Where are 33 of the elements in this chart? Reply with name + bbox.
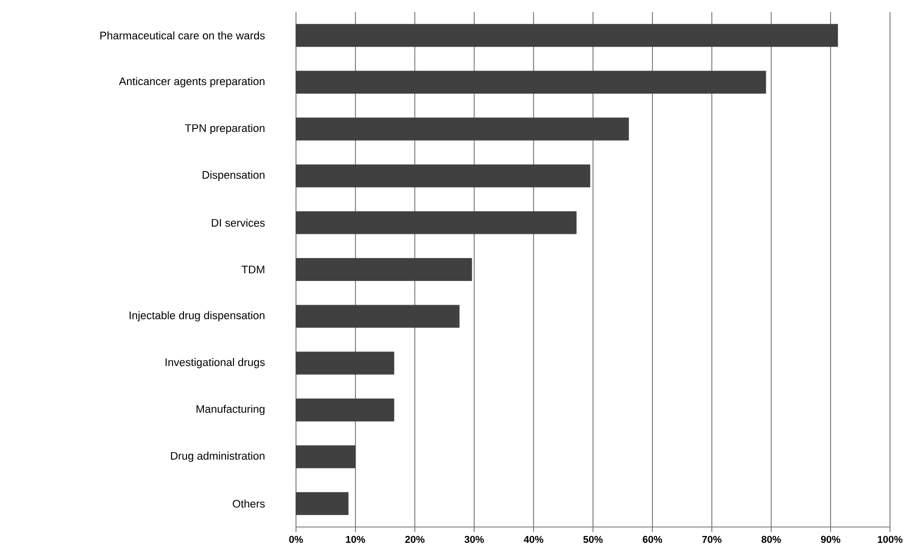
bar	[296, 118, 629, 140]
x-tick-label: 30%	[464, 536, 484, 543]
bar	[296, 445, 356, 468]
x-tick-label: 60%	[642, 536, 662, 543]
x-tick-label: 50%	[583, 536, 603, 543]
bar	[296, 258, 472, 281]
bar	[296, 492, 348, 516]
y-tick-label: Pharmaceutical care on the wards	[100, 31, 265, 40]
y-tick-label: TDM	[242, 266, 264, 274]
x-tick-label: 90%	[820, 536, 840, 543]
x-tick-label: 40%	[524, 536, 544, 543]
x-tick-label: 100%	[878, 536, 902, 543]
x-tick-label: 10%	[346, 536, 366, 543]
y-tick-label: Manufacturing	[196, 404, 264, 416]
y-tick-label: Dispensation	[202, 170, 264, 181]
x-tick-label: 80%	[762, 536, 781, 543]
y-tick-label: Others	[232, 500, 265, 508]
y-tick-label: DI services	[212, 218, 265, 227]
bar	[296, 24, 838, 47]
y-tick-label: Anticancer agents preparation	[118, 77, 264, 88]
x-tick-label: 70%	[702, 536, 722, 543]
y-tick-label: Investigational drugs	[166, 358, 265, 368]
bar	[296, 70, 766, 94]
x-tick-label: 20%	[405, 536, 425, 543]
bar	[296, 352, 394, 375]
bar	[296, 211, 577, 234]
y-tick-label: TPN preparation	[184, 124, 264, 134]
bar	[296, 398, 394, 422]
bar	[296, 164, 590, 188]
y-tick-label: Drug administration	[171, 452, 264, 462]
y-tick-label: Injectable drug dispensation	[130, 311, 264, 322]
bar	[296, 304, 460, 328]
x-tick-label: 0%	[289, 536, 303, 543]
